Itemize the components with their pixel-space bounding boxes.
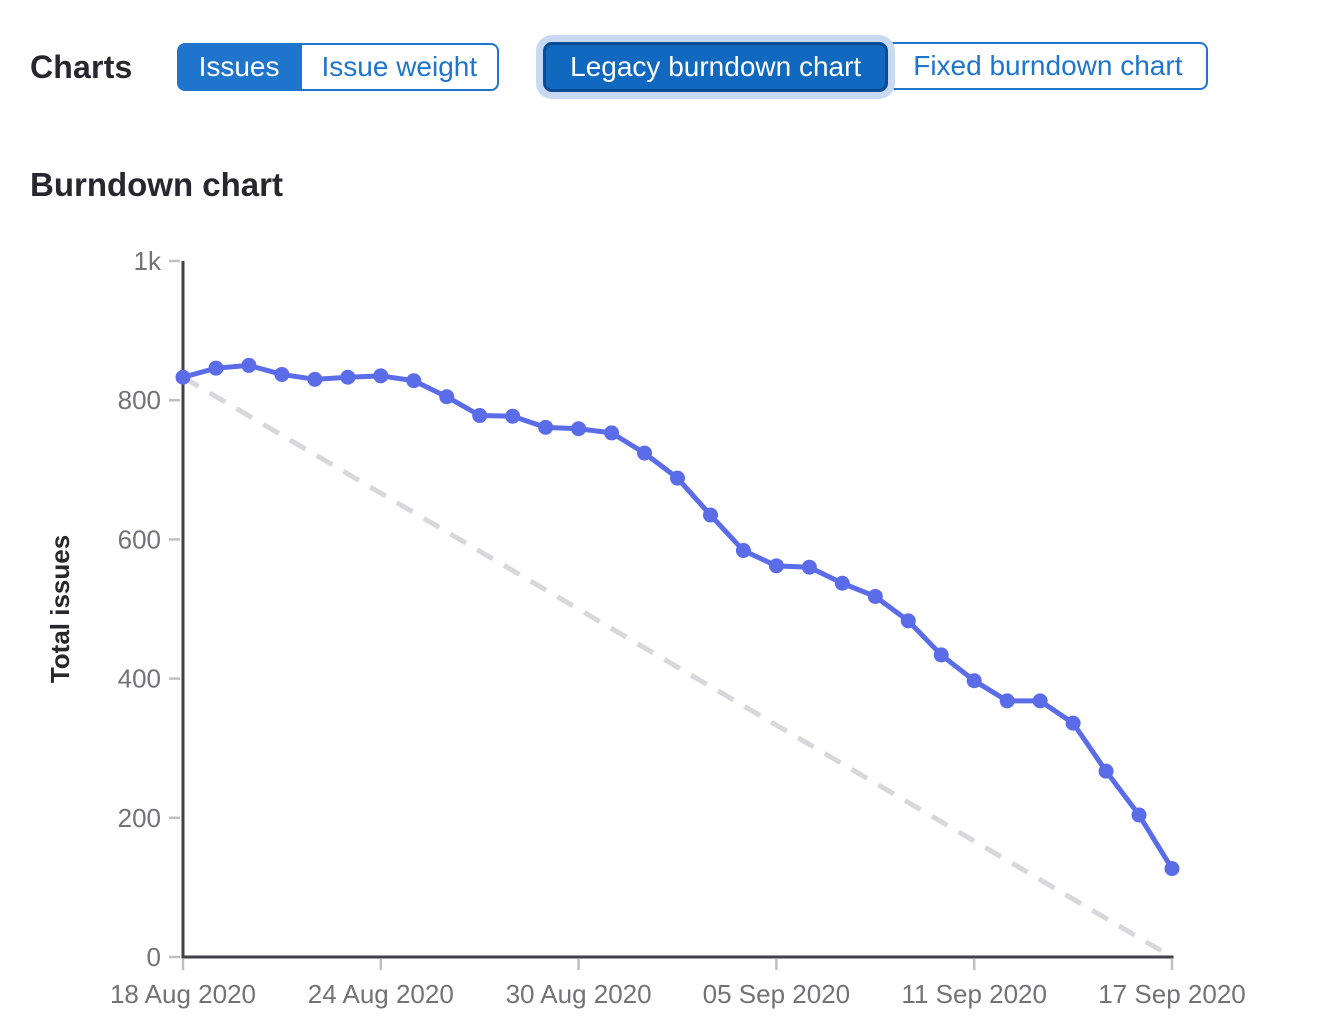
data-point [406, 373, 422, 389]
fixed-burndown-chart-button[interactable]: Fixed burndown chart [887, 42, 1209, 90]
data-point [801, 559, 817, 575]
data-point [274, 366, 290, 382]
data-point [735, 543, 751, 559]
data-point [1065, 715, 1081, 731]
y-tick-label: 200 [118, 803, 161, 833]
x-tick-label: 11 Sep 2020 [901, 979, 1047, 1009]
data-point [1098, 763, 1114, 779]
data-point [1032, 693, 1048, 709]
data-point [472, 408, 488, 424]
charts-toolbar: Charts Issues Issue weight Legacy burndo… [30, 42, 1209, 92]
issues-series-line [180, 362, 1175, 872]
data-point [1131, 807, 1147, 823]
charts-label: Charts [30, 48, 133, 85]
data-point [933, 647, 949, 663]
data-point [175, 369, 191, 385]
burndown-chart: 0 200 400 600 800 1k 18 Aug 2020 24 Aug 2020 30 … [0, 225, 1326, 1028]
data-point [208, 360, 224, 376]
data-point [340, 369, 356, 385]
data-point [867, 588, 883, 604]
x-tick-label: 17 Sep 2020 [1098, 979, 1245, 1009]
x-tick-label: 24 Aug 2020 [308, 979, 454, 1009]
data-point [1164, 861, 1180, 877]
data-point [670, 470, 685, 486]
data-point [637, 445, 653, 461]
data-point [834, 575, 850, 591]
data-point [241, 357, 257, 373]
data-point [439, 389, 455, 405]
data-point [571, 421, 587, 437]
y-tick-label: 600 [118, 524, 161, 554]
data-point [900, 613, 916, 629]
y-tick-label: 400 [118, 664, 161, 694]
data-point [538, 419, 554, 435]
data-point [999, 693, 1015, 709]
y-axis-title: Total issues [45, 535, 75, 683]
legacy-burndown-chart-button[interactable]: Legacy burndown chart [543, 42, 889, 92]
ideal-guideline [181, 375, 1174, 960]
y-tick-label: 800 [118, 385, 161, 415]
data-point [768, 558, 784, 574]
data-point [373, 368, 389, 384]
data-point [604, 425, 620, 441]
y-tick-label: 1k [134, 246, 162, 276]
issue-weight-toggle-button[interactable]: Issue weight [299, 43, 500, 91]
chart-type-toggle-group: Legacy burndown chart Fixed burndown cha… [543, 42, 1209, 92]
data-point [966, 673, 982, 689]
x-tick-label: 18 Aug 2020 [110, 979, 256, 1009]
metric-toggle-group: Issues Issue weight [176, 43, 500, 91]
data-point [505, 408, 521, 424]
data-point [307, 371, 323, 387]
page-title: Burndown chart [30, 166, 283, 203]
y-tick-label: 0 [147, 942, 161, 972]
issues-toggle-button[interactable]: Issues [176, 43, 302, 91]
x-tick-label: 05 Sep 2020 [703, 979, 850, 1009]
x-tick-label: 30 Aug 2020 [506, 979, 652, 1009]
data-point [702, 507, 718, 523]
